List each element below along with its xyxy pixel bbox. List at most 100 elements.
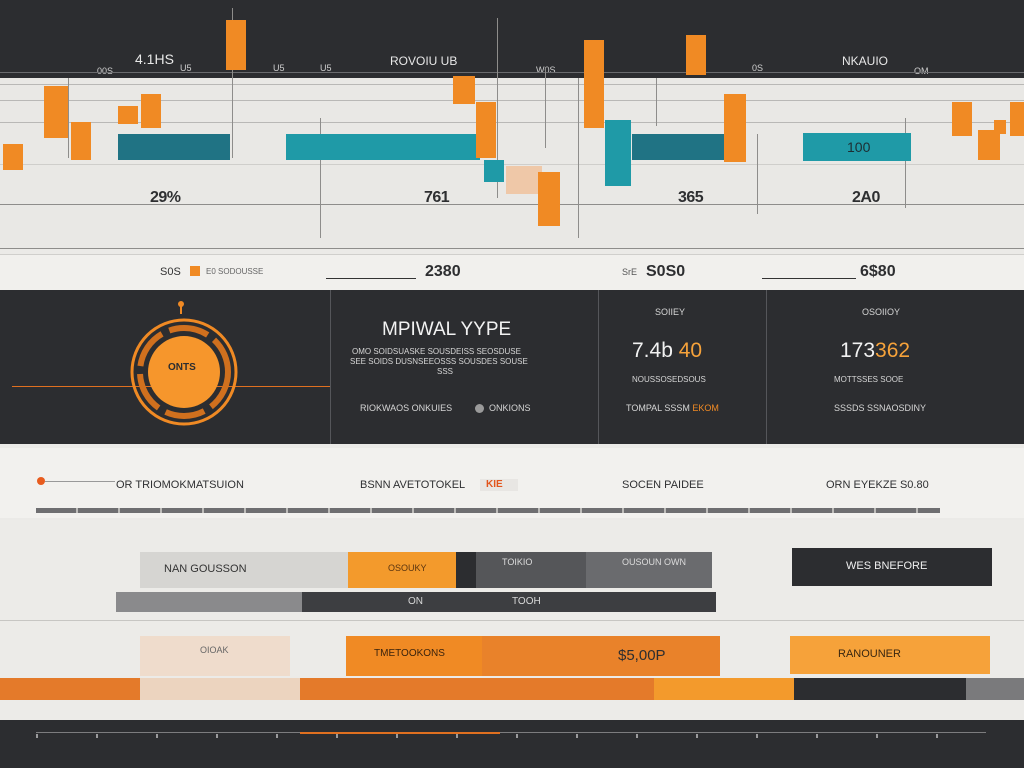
filter-badge-label: KIE	[486, 479, 503, 490]
top-header-band: 4.1HS 00S U5 U5 U5 ROVOIU UB W0S 0S NKAU…	[0, 0, 1024, 78]
table-cell[interactable]: NAN GOUSSON	[140, 552, 348, 588]
chart-bar	[538, 172, 560, 226]
cell-label: TOOH	[512, 596, 541, 607]
header-label: 0S	[752, 63, 764, 73]
chart-bar	[1010, 102, 1024, 136]
chart-bar	[71, 122, 91, 160]
panel-description: SSS	[437, 367, 454, 376]
cell-label: OUSOUN OWN	[622, 557, 686, 567]
table-cell[interactable]: OUSOUN OWN	[586, 552, 712, 588]
chart-bar	[484, 160, 504, 182]
chart-bar	[141, 94, 161, 128]
cell-label: TOIKIO	[502, 557, 533, 567]
header-label: 00S	[97, 66, 114, 76]
table-section: NAN GOUSSON OSOUKY TOIKIO OUSOUN OWN WES…	[0, 520, 1024, 720]
filter-badge[interactable]: KIE	[480, 479, 518, 491]
table-cell[interactable]: OSOUKY	[348, 552, 456, 588]
cell-label: NAN GOUSSON	[164, 563, 247, 575]
kpi-value-accent: 362	[875, 339, 911, 362]
chart-bar	[584, 40, 604, 128]
strip-value: 6$80	[860, 263, 896, 280]
filter-item[interactable]: ORN EYEKZE S0.80	[826, 479, 929, 491]
kpi-value: 7.4b 40	[632, 340, 702, 361]
timeline-track[interactable]	[36, 508, 940, 513]
kpi-link[interactable]: TOMPAL SSSM EKOM	[626, 404, 719, 413]
header-label: ROVOIU UB	[390, 54, 458, 68]
filter-item[interactable]: SOCEN PAIDEE	[622, 479, 704, 491]
panel-footer-link[interactable]: RIOKWAOS ONKUIES	[360, 403, 453, 413]
header-label: NKAUIO	[842, 54, 889, 68]
strip-mid-prefix: SrE	[622, 267, 638, 277]
strip-left-label: S0S	[160, 266, 181, 278]
kpi-link[interactable]: SSSDS SSNAOSDINY	[834, 403, 927, 413]
chart-bar	[605, 120, 631, 186]
chart-bar	[994, 120, 1006, 134]
filter-item[interactable]: BSNN AVETOTOKEL	[360, 479, 466, 491]
table-cell[interactable]: ON TOOH	[302, 592, 716, 612]
header-label: U5	[320, 63, 332, 73]
header-label: 4.1HS	[135, 51, 174, 67]
chart-bar	[632, 134, 728, 160]
chart-bar: 100	[803, 133, 911, 161]
chart-bar	[724, 94, 746, 162]
kpi-sub: NOUSSOSEDSOUS	[632, 375, 706, 384]
panel-title: MPIWAL YYPE	[382, 319, 512, 340]
panel-footer-link[interactable]: ONKIONS	[489, 403, 531, 413]
chart-bar	[476, 102, 496, 158]
status-dot-icon	[37, 477, 45, 485]
summary-strip: S0S E0 SODOUSSE 2380 SrE S0S0 6$80	[0, 254, 1024, 291]
dot-icon	[475, 404, 484, 413]
chart-bar	[118, 106, 138, 124]
button-label: WES BNEFORE	[846, 560, 928, 572]
strip-value: 2380	[425, 263, 461, 280]
chart-bar	[226, 20, 246, 70]
chart-value-label: 365	[678, 189, 704, 206]
gauge-dial	[130, 301, 238, 426]
bar-chart-area: 100 29% 761 365 2A0	[0, 8, 1024, 249]
kpi-value-main: 7.4b	[632, 339, 673, 362]
chart-bar	[506, 166, 542, 194]
filter-row: OR TRIOMOKMATSUION BSNN AVETOTOKEL KIE S…	[0, 448, 1024, 518]
chart-bar	[952, 102, 972, 136]
chart-value-label: 29%	[150, 189, 181, 206]
header-label: U5	[180, 63, 192, 73]
timeline-ticks	[36, 734, 986, 738]
strip-left-sub: E0 SODOUSSE	[206, 267, 264, 276]
chart-value-label: 761	[424, 189, 450, 206]
legend-swatch	[190, 266, 200, 276]
progress-band	[0, 678, 654, 700]
chart-bar	[44, 86, 68, 138]
table-cell[interactable]: OIOAK	[140, 636, 290, 676]
cell-label: ON	[408, 596, 423, 607]
table-cell[interactable]	[116, 592, 302, 612]
table-cell[interactable]: $5,00P	[482, 636, 720, 676]
cell-value: $5,00P	[618, 647, 666, 664]
gauge-label: ONTS	[168, 362, 196, 373]
chart-bar	[978, 130, 1000, 160]
chart-value-label: 2A0	[852, 189, 880, 206]
filter-item[interactable]: OR TRIOMOKMATSUION	[116, 479, 244, 491]
header-label: OM	[914, 66, 929, 76]
kpi-caption: OSOIIOY	[862, 307, 901, 317]
panel-description: OMO SOIDSUASKE SOUSDEISS SEOSDUSE	[352, 347, 521, 356]
kpi-link-text: TOMPAL SSSM	[626, 403, 690, 413]
kpi-link-accent: EKOM	[692, 403, 719, 413]
chart-bar	[3, 144, 23, 170]
cell-label: OIOAK	[200, 645, 229, 655]
kpi-sub: MOTTSSES SOOE	[834, 375, 904, 384]
table-cell[interactable]: TMETOOKONS	[346, 636, 482, 676]
ranouner-button[interactable]: RANOUNER	[790, 636, 990, 674]
kpi-panel: ONTS MPIWAL YYPE OMO SOIDSUASKE SOUSDEIS…	[0, 290, 1024, 444]
table-cell[interactable]: TOIKIO	[476, 552, 586, 588]
footer-timeline	[0, 720, 1024, 768]
cell-label: TMETOOKONS	[374, 648, 445, 659]
kpi-value-main: 173	[840, 339, 876, 362]
kpi-caption: SOIIEY	[655, 307, 686, 317]
strip-value: S0S0	[646, 263, 686, 280]
cell-label: OSOUKY	[388, 563, 427, 573]
wes-before-button[interactable]: WES BNEFORE	[792, 548, 992, 586]
header-label: U5	[273, 63, 285, 73]
chart-bar	[118, 134, 230, 160]
chart-bar	[453, 76, 475, 104]
kpi-value-accent: 40	[678, 339, 703, 362]
